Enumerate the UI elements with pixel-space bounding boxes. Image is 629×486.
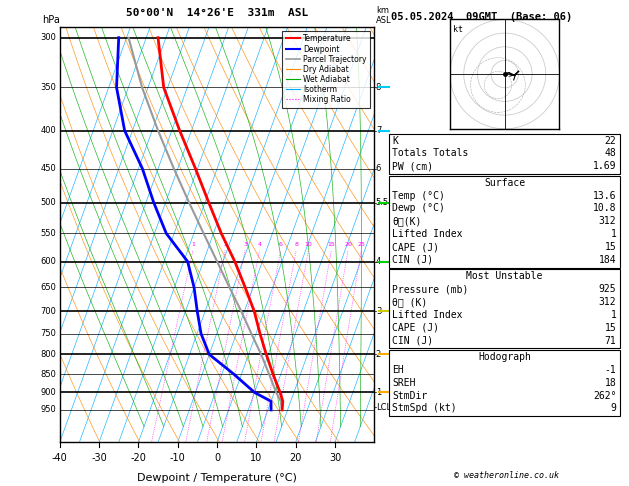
Text: -20: -20 — [130, 452, 147, 463]
Text: 0: 0 — [214, 452, 220, 463]
Legend: Temperature, Dewpoint, Parcel Trajectory, Dry Adiabat, Wet Adiabat, Isotherm, Mi: Temperature, Dewpoint, Parcel Trajectory… — [282, 31, 370, 108]
Text: 30: 30 — [329, 452, 341, 463]
Text: 650: 650 — [41, 283, 57, 292]
Text: 2: 2 — [376, 350, 381, 359]
Text: -40: -40 — [52, 452, 68, 463]
Text: 3: 3 — [243, 243, 247, 247]
Text: 400: 400 — [41, 126, 57, 135]
Text: 5.5: 5.5 — [376, 198, 389, 207]
Text: 71: 71 — [604, 336, 616, 346]
Text: 350: 350 — [41, 83, 57, 92]
Text: 20: 20 — [344, 243, 352, 247]
Text: 6: 6 — [279, 243, 283, 247]
Text: hPa: hPa — [43, 15, 60, 25]
Text: 700: 700 — [41, 307, 57, 316]
Text: 500: 500 — [41, 198, 57, 207]
Text: 262°: 262° — [593, 391, 616, 400]
Text: 22: 22 — [604, 136, 616, 146]
Text: 925: 925 — [599, 284, 616, 294]
Text: 6: 6 — [376, 164, 381, 173]
Text: 10: 10 — [304, 243, 313, 247]
Text: 1: 1 — [611, 229, 616, 239]
Text: Lifted Index: Lifted Index — [392, 229, 463, 239]
Text: 550: 550 — [41, 229, 57, 238]
Text: 10.8: 10.8 — [593, 203, 616, 213]
Text: Most Unstable: Most Unstable — [466, 271, 543, 281]
Text: 850: 850 — [41, 369, 57, 379]
Text: 8: 8 — [376, 83, 381, 92]
Text: CAPE (J): CAPE (J) — [392, 242, 440, 252]
Text: 1: 1 — [611, 310, 616, 320]
Text: 25: 25 — [357, 243, 365, 247]
Text: 184: 184 — [599, 255, 616, 265]
Text: 900: 900 — [41, 388, 57, 397]
Text: StmDir: StmDir — [392, 391, 428, 400]
Text: 950: 950 — [41, 405, 57, 415]
Text: 7: 7 — [376, 126, 381, 135]
Text: Totals Totals: Totals Totals — [392, 149, 469, 158]
Text: 450: 450 — [41, 164, 57, 173]
Text: SREH: SREH — [392, 378, 416, 388]
Text: 15: 15 — [604, 323, 616, 333]
Text: kt: kt — [453, 25, 463, 34]
Text: 312: 312 — [599, 216, 616, 226]
Text: K: K — [392, 136, 398, 146]
Text: 4: 4 — [376, 257, 381, 266]
Text: Hodograph: Hodograph — [478, 352, 531, 362]
Text: Dewpoint / Temperature (°C): Dewpoint / Temperature (°C) — [137, 473, 297, 484]
Text: CAPE (J): CAPE (J) — [392, 323, 440, 333]
Text: 20: 20 — [289, 452, 302, 463]
Text: 9: 9 — [611, 403, 616, 414]
Text: PW (cm): PW (cm) — [392, 161, 433, 172]
Text: θᴇ (K): θᴇ (K) — [392, 297, 428, 307]
Text: 18: 18 — [604, 378, 616, 388]
Text: 10: 10 — [250, 452, 262, 463]
Text: 50°00'N  14°26'E  331m  ASL: 50°00'N 14°26'E 331m ASL — [126, 8, 308, 18]
Text: 300: 300 — [41, 33, 57, 42]
Text: Temp (°C): Temp (°C) — [392, 191, 445, 201]
Text: 600: 600 — [41, 257, 57, 266]
Text: Pressure (mb): Pressure (mb) — [392, 284, 469, 294]
Text: -10: -10 — [170, 452, 186, 463]
Text: 4: 4 — [258, 243, 262, 247]
Text: 312: 312 — [599, 297, 616, 307]
Text: 1.69: 1.69 — [593, 161, 616, 172]
Text: 13.6: 13.6 — [593, 191, 616, 201]
Text: EH: EH — [392, 364, 404, 375]
Text: CIN (J): CIN (J) — [392, 255, 433, 265]
Text: 750: 750 — [41, 329, 57, 338]
Text: 3: 3 — [376, 307, 381, 316]
Text: 48: 48 — [604, 149, 616, 158]
Text: StmSpd (kt): StmSpd (kt) — [392, 403, 457, 414]
Text: 15: 15 — [604, 242, 616, 252]
Text: Surface: Surface — [484, 178, 525, 188]
Text: θᴇ(K): θᴇ(K) — [392, 216, 422, 226]
Text: 8: 8 — [294, 243, 298, 247]
Text: 800: 800 — [41, 350, 57, 359]
Text: LCL: LCL — [376, 403, 391, 412]
Text: 2: 2 — [223, 243, 227, 247]
Text: © weatheronline.co.uk: © weatheronline.co.uk — [455, 471, 559, 480]
Text: -30: -30 — [91, 452, 107, 463]
Text: CIN (J): CIN (J) — [392, 336, 433, 346]
Text: 05.05.2024  09GMT  (Base: 06): 05.05.2024 09GMT (Base: 06) — [391, 12, 572, 22]
Text: Dewp (°C): Dewp (°C) — [392, 203, 445, 213]
Text: 1: 1 — [376, 388, 381, 397]
Text: km
ASL: km ASL — [376, 6, 391, 25]
Text: 15: 15 — [328, 243, 335, 247]
Text: -1: -1 — [604, 364, 616, 375]
Text: Lifted Index: Lifted Index — [392, 310, 463, 320]
Text: 1: 1 — [191, 243, 195, 247]
